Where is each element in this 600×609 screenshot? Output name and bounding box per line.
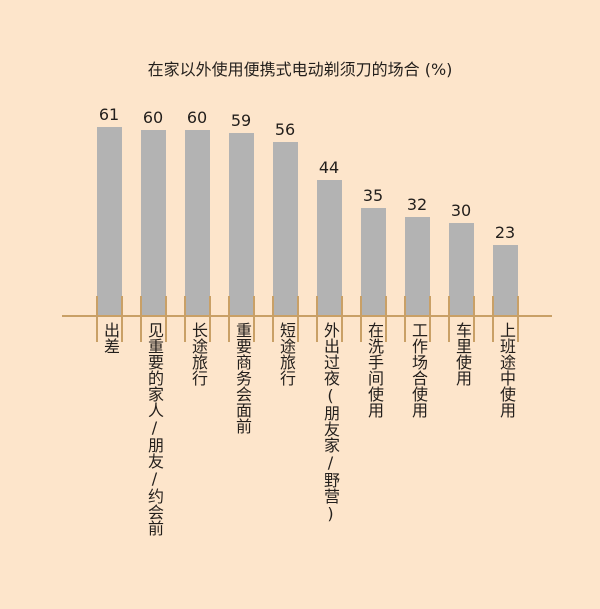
bar: [449, 223, 474, 316]
category-label: 短途旅行: [277, 322, 296, 386]
axis-tick: [360, 296, 362, 342]
bar-value-label: 35: [362, 185, 384, 205]
axis-tick: [209, 296, 211, 342]
axis-tick: [121, 296, 123, 342]
category-label: 上班途中使用: [497, 322, 516, 418]
category-label: 出差: [101, 322, 120, 354]
category-label: 在洗手间使用: [365, 322, 384, 418]
bar-value-label: 60: [186, 108, 208, 127]
bar: [405, 216, 430, 316]
category-label: 见重要的家人/朋友/约会前: [145, 322, 164, 536]
category-label: 工作场合使用: [409, 322, 428, 418]
axis-tick: [297, 296, 299, 342]
bar-value-label: 56: [274, 120, 296, 140]
axis-tick: [96, 296, 98, 342]
axis-tick: [517, 296, 519, 342]
axis-tick: [140, 296, 142, 342]
bar: [97, 126, 122, 316]
bar-value-label: 59: [230, 111, 252, 131]
axis-tick: [429, 296, 431, 342]
axis-tick: [165, 296, 167, 342]
bar: [185, 130, 210, 316]
bar-value-label: 61: [98, 104, 120, 124]
bar-value-label: 32: [406, 194, 428, 214]
axis-tick: [341, 296, 343, 342]
bar: [493, 244, 518, 316]
axis-tick: [272, 296, 274, 342]
bar-value-label: 44: [318, 157, 340, 177]
axis-tick: [253, 296, 255, 342]
category-label: 车里使用: [453, 322, 472, 386]
axis-tick: [492, 296, 494, 342]
axis-tick: [448, 296, 450, 342]
bar: [273, 142, 298, 316]
chart-title: 在家以外使用便携式电动剃须刀的场合 (%): [147, 60, 453, 79]
axis-tick: [228, 296, 230, 342]
bar: [361, 207, 386, 316]
axis-tick: [404, 296, 406, 342]
axis-tick: [473, 296, 475, 342]
axis-tick: [316, 296, 318, 342]
axis-tick: [184, 296, 186, 342]
axis-tick: [385, 296, 387, 342]
category-label: 外出过夜(朋友家/野营): [321, 322, 340, 523]
category-label: 重要商务会面前: [233, 322, 252, 434]
category-label: 长途旅行: [189, 322, 208, 386]
bar: [317, 179, 342, 316]
bar: [229, 133, 254, 316]
bar-value-label: 60: [142, 108, 164, 127]
x-axis: [62, 315, 552, 317]
bar: [141, 130, 166, 316]
bar-value-label: 23: [494, 222, 516, 242]
bar-value-label: 30: [450, 201, 472, 220]
